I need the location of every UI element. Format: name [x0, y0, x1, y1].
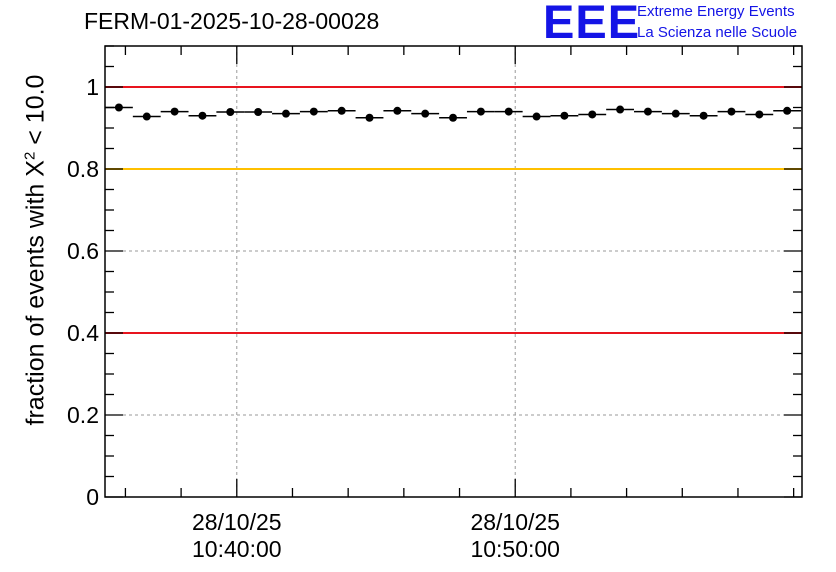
data-point: [616, 105, 625, 114]
y-tick-label: 0.6: [67, 238, 99, 264]
y-tick-label: 0.8: [67, 156, 99, 182]
plot-frame: [104, 45, 803, 498]
data-point: [449, 113, 458, 122]
data-point: [365, 113, 374, 122]
data-point: [671, 109, 680, 118]
chart-title: FERM-01-2025-10-28-00028: [84, 8, 380, 34]
data-point: [114, 103, 123, 112]
y-tick-label: 0.2: [67, 402, 99, 428]
logo-tagline-1: Extreme Energy Events: [637, 3, 795, 20]
data-point: [476, 107, 485, 116]
data-point: [142, 112, 151, 121]
x-tick-label-date: 28/10/25: [470, 509, 560, 535]
data-point: [170, 107, 179, 116]
data-point: [755, 110, 764, 119]
y-tick-label: 0: [86, 484, 99, 510]
axis-ticks: [105, 45, 802, 498]
data-point: [504, 107, 513, 116]
x-tick-label-date: 28/10/25: [192, 509, 282, 535]
data-point: [532, 112, 541, 121]
data-point: [337, 106, 346, 115]
grid-lines: [105, 46, 802, 497]
data-point: [727, 107, 736, 116]
data-point: [643, 107, 652, 116]
tick-labels: 00.20.40.60.8128/10/2510:40:0028/10/2510…: [67, 74, 560, 562]
data-point: [393, 106, 402, 115]
data-point: [588, 110, 597, 119]
data-point: [560, 111, 569, 120]
x-tick-label-time: 10:50:00: [470, 536, 560, 562]
y-tick-label: 0.4: [67, 320, 99, 346]
x-tick-label-time: 10:40:00: [192, 536, 282, 562]
data-point: [198, 111, 207, 120]
data-point: [281, 109, 290, 118]
y-tick-label: 1: [86, 74, 99, 100]
reference-lines: [105, 86, 802, 334]
data-point: [699, 111, 708, 120]
data-point: [783, 106, 792, 115]
eee-logo: EEE: [543, 0, 641, 48]
logo-tagline-2: La Scienza nelle Scuole: [637, 24, 798, 41]
data-point: [421, 109, 430, 118]
data-point: [226, 108, 235, 117]
data-series: [105, 103, 802, 122]
plot-border: [104, 45, 803, 498]
data-point: [254, 108, 263, 117]
data-point: [309, 107, 318, 116]
